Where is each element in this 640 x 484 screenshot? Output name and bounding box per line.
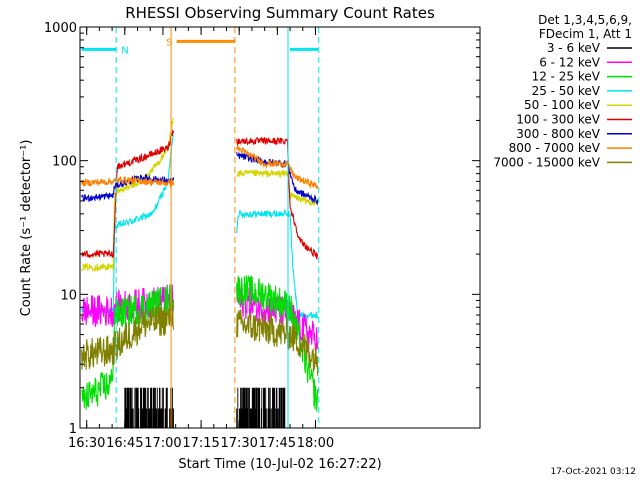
series-7000to15000keV-segment-1: [81, 302, 175, 370]
chart-title: RHESSI Observing Summary Count Rates: [125, 4, 435, 22]
legend-entry-label: 800 - 7000 keV: [509, 141, 601, 155]
y-axis-label: Count Rate (s⁻¹ detector⁻¹): [19, 140, 34, 317]
legend-entry-label: 25 - 50 keV: [532, 84, 601, 98]
x-tick-label: 16:30: [68, 436, 105, 451]
series-100to300keV-segment-1: [81, 129, 175, 259]
plot-frame: [79, 26, 481, 429]
y-tick-label: 1: [69, 422, 77, 437]
legend-entry-label: 50 - 100 keV: [524, 98, 601, 112]
x-tick-label: 17:45: [259, 436, 296, 451]
legend-entry-label: 6 - 12 keV: [539, 55, 601, 69]
y-tick-label: 1000: [44, 21, 77, 36]
x-tick-label: 17:30: [220, 436, 257, 451]
series-3to6keV-spikes-2: [236, 387, 286, 428]
legend-header-line-2: FDecim 1, Att 1: [539, 27, 632, 41]
series-7000to15000keV-segment-2: [236, 309, 319, 376]
legend-entry-label: 100 - 300 keV: [516, 113, 600, 127]
series-100to300keV-segment-2: [236, 136, 319, 260]
series-50to100keV-segment-2: [236, 169, 318, 207]
series-3to6keV-spikes-1: [124, 387, 174, 428]
legend-entry-label: 300 - 800 keV: [516, 127, 600, 141]
y-tick-label: 10: [60, 288, 77, 303]
legend-header-line-1: Det 1,3,4,5,6,9,: [538, 13, 632, 27]
y-tick-label: 100: [52, 155, 77, 170]
axes-layer: 1 10 100 1000 16:30 16:45 17:00 17:15 17:30 17:45…: [44, 21, 481, 451]
x-tick-label: 18:00: [297, 436, 334, 451]
legend-entry-label: 3 - 6 keV: [547, 41, 601, 55]
footer-date: 17-Oct-2021 03:12: [551, 467, 636, 477]
legend: Det 1,3,4,5,6,9, FDecim 1, Att 1 3 - 6 k…: [493, 13, 632, 169]
x-tick-label: 17:15: [182, 436, 219, 451]
series-300to800keV-segment-1: [81, 173, 175, 203]
series-800to7000keV-segment-2: [236, 145, 319, 190]
series-50to100keV-segment-1: [81, 117, 174, 273]
legend-entry-label: 7000 - 15000 keV: [493, 155, 600, 169]
series-300to800keV-segment-2: [236, 152, 319, 206]
x-axis-label: Start Time (10-Jul-02 16:27:22): [178, 457, 381, 472]
saa-marker-label: S: [166, 37, 172, 48]
data-layer: NS: [81, 27, 320, 428]
series-12to25keV-segment-1: [81, 284, 175, 410]
night-marker-label: N: [121, 45, 128, 56]
x-tick-label: 16:45: [106, 436, 143, 451]
legend-entry-label: 12 - 25 keV: [532, 70, 601, 84]
x-tick-label: 17:00: [144, 436, 181, 451]
series-800to7000keV-segment-1: [81, 175, 175, 189]
